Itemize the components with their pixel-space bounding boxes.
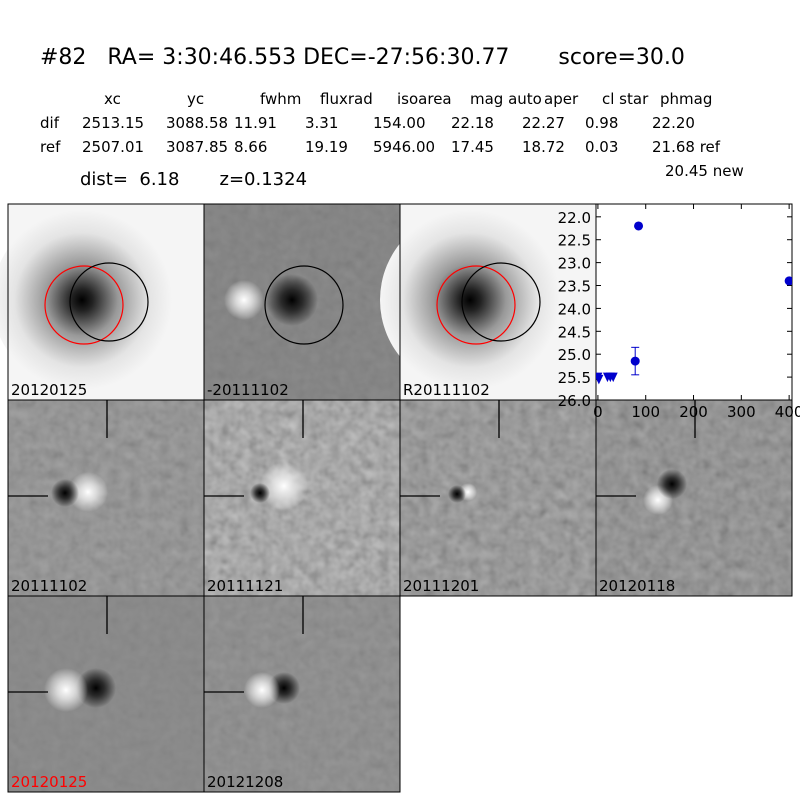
residual-blob	[657, 469, 687, 499]
aperture-circle	[436, 265, 516, 345]
table-cell: 5946.00	[373, 138, 435, 156]
residual-blob	[44, 668, 88, 712]
upper-limit	[608, 372, 618, 383]
data-point	[634, 221, 644, 231]
stamp-label: R20111102	[403, 381, 490, 399]
x-tick-label: 400	[775, 403, 800, 421]
lightcurve-plot: 22.0 22.5 23.0 23.5 24.0 24.5 25.0 25.5 26.00 100…	[558, 203, 800, 421]
table-cell: 2513.15	[82, 114, 144, 132]
stamps: 20120125 -20111102 R20111102 20111102 201111…	[0, 203, 793, 793]
residual-blob	[51, 479, 79, 507]
table-cell: 3.31	[305, 114, 338, 132]
stamp: 20120118	[595, 399, 793, 597]
aperture-circle	[461, 262, 541, 342]
y-tick-label: 23.5	[558, 278, 591, 296]
stamp: R20111102	[380, 203, 597, 401]
aperture-circle	[264, 265, 344, 345]
residual-blob	[244, 672, 280, 708]
x-tick-label: 100	[631, 403, 660, 421]
y-tick-label: 26.0	[558, 392, 591, 410]
stamp: -20111102	[203, 203, 401, 401]
table-cell: 8.66	[234, 138, 267, 156]
source-blob	[380, 210, 560, 390]
residual-blob	[224, 280, 264, 320]
residual-blob	[68, 472, 108, 512]
upper-limit	[596, 374, 604, 385]
column-header: mag auto	[470, 90, 542, 108]
table-cell: 18.72	[522, 138, 565, 156]
source-blob	[0, 210, 172, 390]
column-header: phmag	[660, 90, 712, 108]
x-tick-label: 200	[679, 403, 708, 421]
table-cell: 21.68 ref	[652, 138, 721, 156]
title: #82 RA= 3:30:46.553 DEC=-27:56:30.77 sco…	[40, 45, 685, 70]
stamp-label: 20120118	[599, 577, 675, 595]
table-note: 20.45 new	[665, 162, 744, 180]
table-cell: 3088.58	[166, 114, 228, 132]
column-header: fluxrad	[320, 90, 373, 108]
table-cell: 22.27	[522, 114, 565, 132]
y-tick-label: 25.5	[558, 369, 591, 387]
column-header: yc	[187, 90, 204, 108]
x-tick-label: 0	[593, 403, 603, 421]
row-label: dif	[40, 114, 60, 132]
stamp: 20120125	[7, 595, 205, 793]
table-cell: 17.45	[451, 138, 494, 156]
aperture-circle	[44, 265, 124, 345]
stamp-noise	[204, 596, 400, 792]
table-cell: 2507.01	[82, 138, 144, 156]
aperture-circle	[69, 262, 149, 342]
plot-marks	[596, 221, 792, 385]
table-cell: 3087.85	[166, 138, 228, 156]
stamp: 20111201	[399, 399, 597, 597]
data-point	[784, 276, 792, 286]
data-point	[630, 356, 640, 366]
stamp-label: 20111121	[207, 577, 283, 595]
stamp-label: -20111102	[207, 381, 289, 399]
y-tick-label: 22.0	[558, 209, 591, 227]
stamp: 20111102	[7, 399, 205, 597]
table-cell: 154.00	[373, 114, 426, 132]
column-header: xc	[104, 90, 121, 108]
y-tick-label: 24.0	[558, 300, 591, 318]
table-cell: 22.20	[652, 114, 695, 132]
residual-blob	[260, 462, 308, 510]
residual-blob	[266, 274, 318, 326]
table-cell: 11.91	[234, 114, 277, 132]
y-tick-label: 24.5	[558, 323, 591, 341]
stamp-noise	[400, 400, 596, 596]
stamp: 20120125	[0, 203, 205, 401]
table-cell: 0.03	[585, 138, 618, 156]
plot-area	[595, 203, 793, 401]
table-cell: 19.19	[305, 138, 348, 156]
y-tick-label: 25.0	[558, 346, 591, 364]
column-header: fwhm	[260, 90, 301, 108]
stamp-noise	[596, 400, 792, 596]
stamp: 20111121	[203, 399, 401, 597]
stamp-label: 20120125	[11, 773, 87, 791]
residual-blob	[448, 485, 466, 503]
stamp-label: 20111102	[11, 577, 87, 595]
x-tick-label: 300	[727, 403, 756, 421]
column-header: aper	[544, 90, 579, 108]
y-tick-label: 23.0	[558, 255, 591, 273]
row-label: ref	[40, 138, 61, 156]
column-header: isoarea	[397, 90, 452, 108]
stamp-label: 20120125	[11, 381, 87, 399]
stamp-label: 20111201	[403, 577, 479, 595]
table-cell: 0.98	[585, 114, 618, 132]
column-header: cl star	[602, 90, 649, 108]
info: dist= 6.18 z=0.1324	[80, 169, 307, 190]
stamp-frame	[203, 595, 401, 793]
y-tick-label: 22.5	[558, 232, 591, 250]
stamp: 20121208	[203, 595, 401, 793]
table-cell: 22.18	[451, 114, 494, 132]
stamp-label: 20121208	[207, 773, 283, 791]
residual-blob	[250, 483, 270, 503]
